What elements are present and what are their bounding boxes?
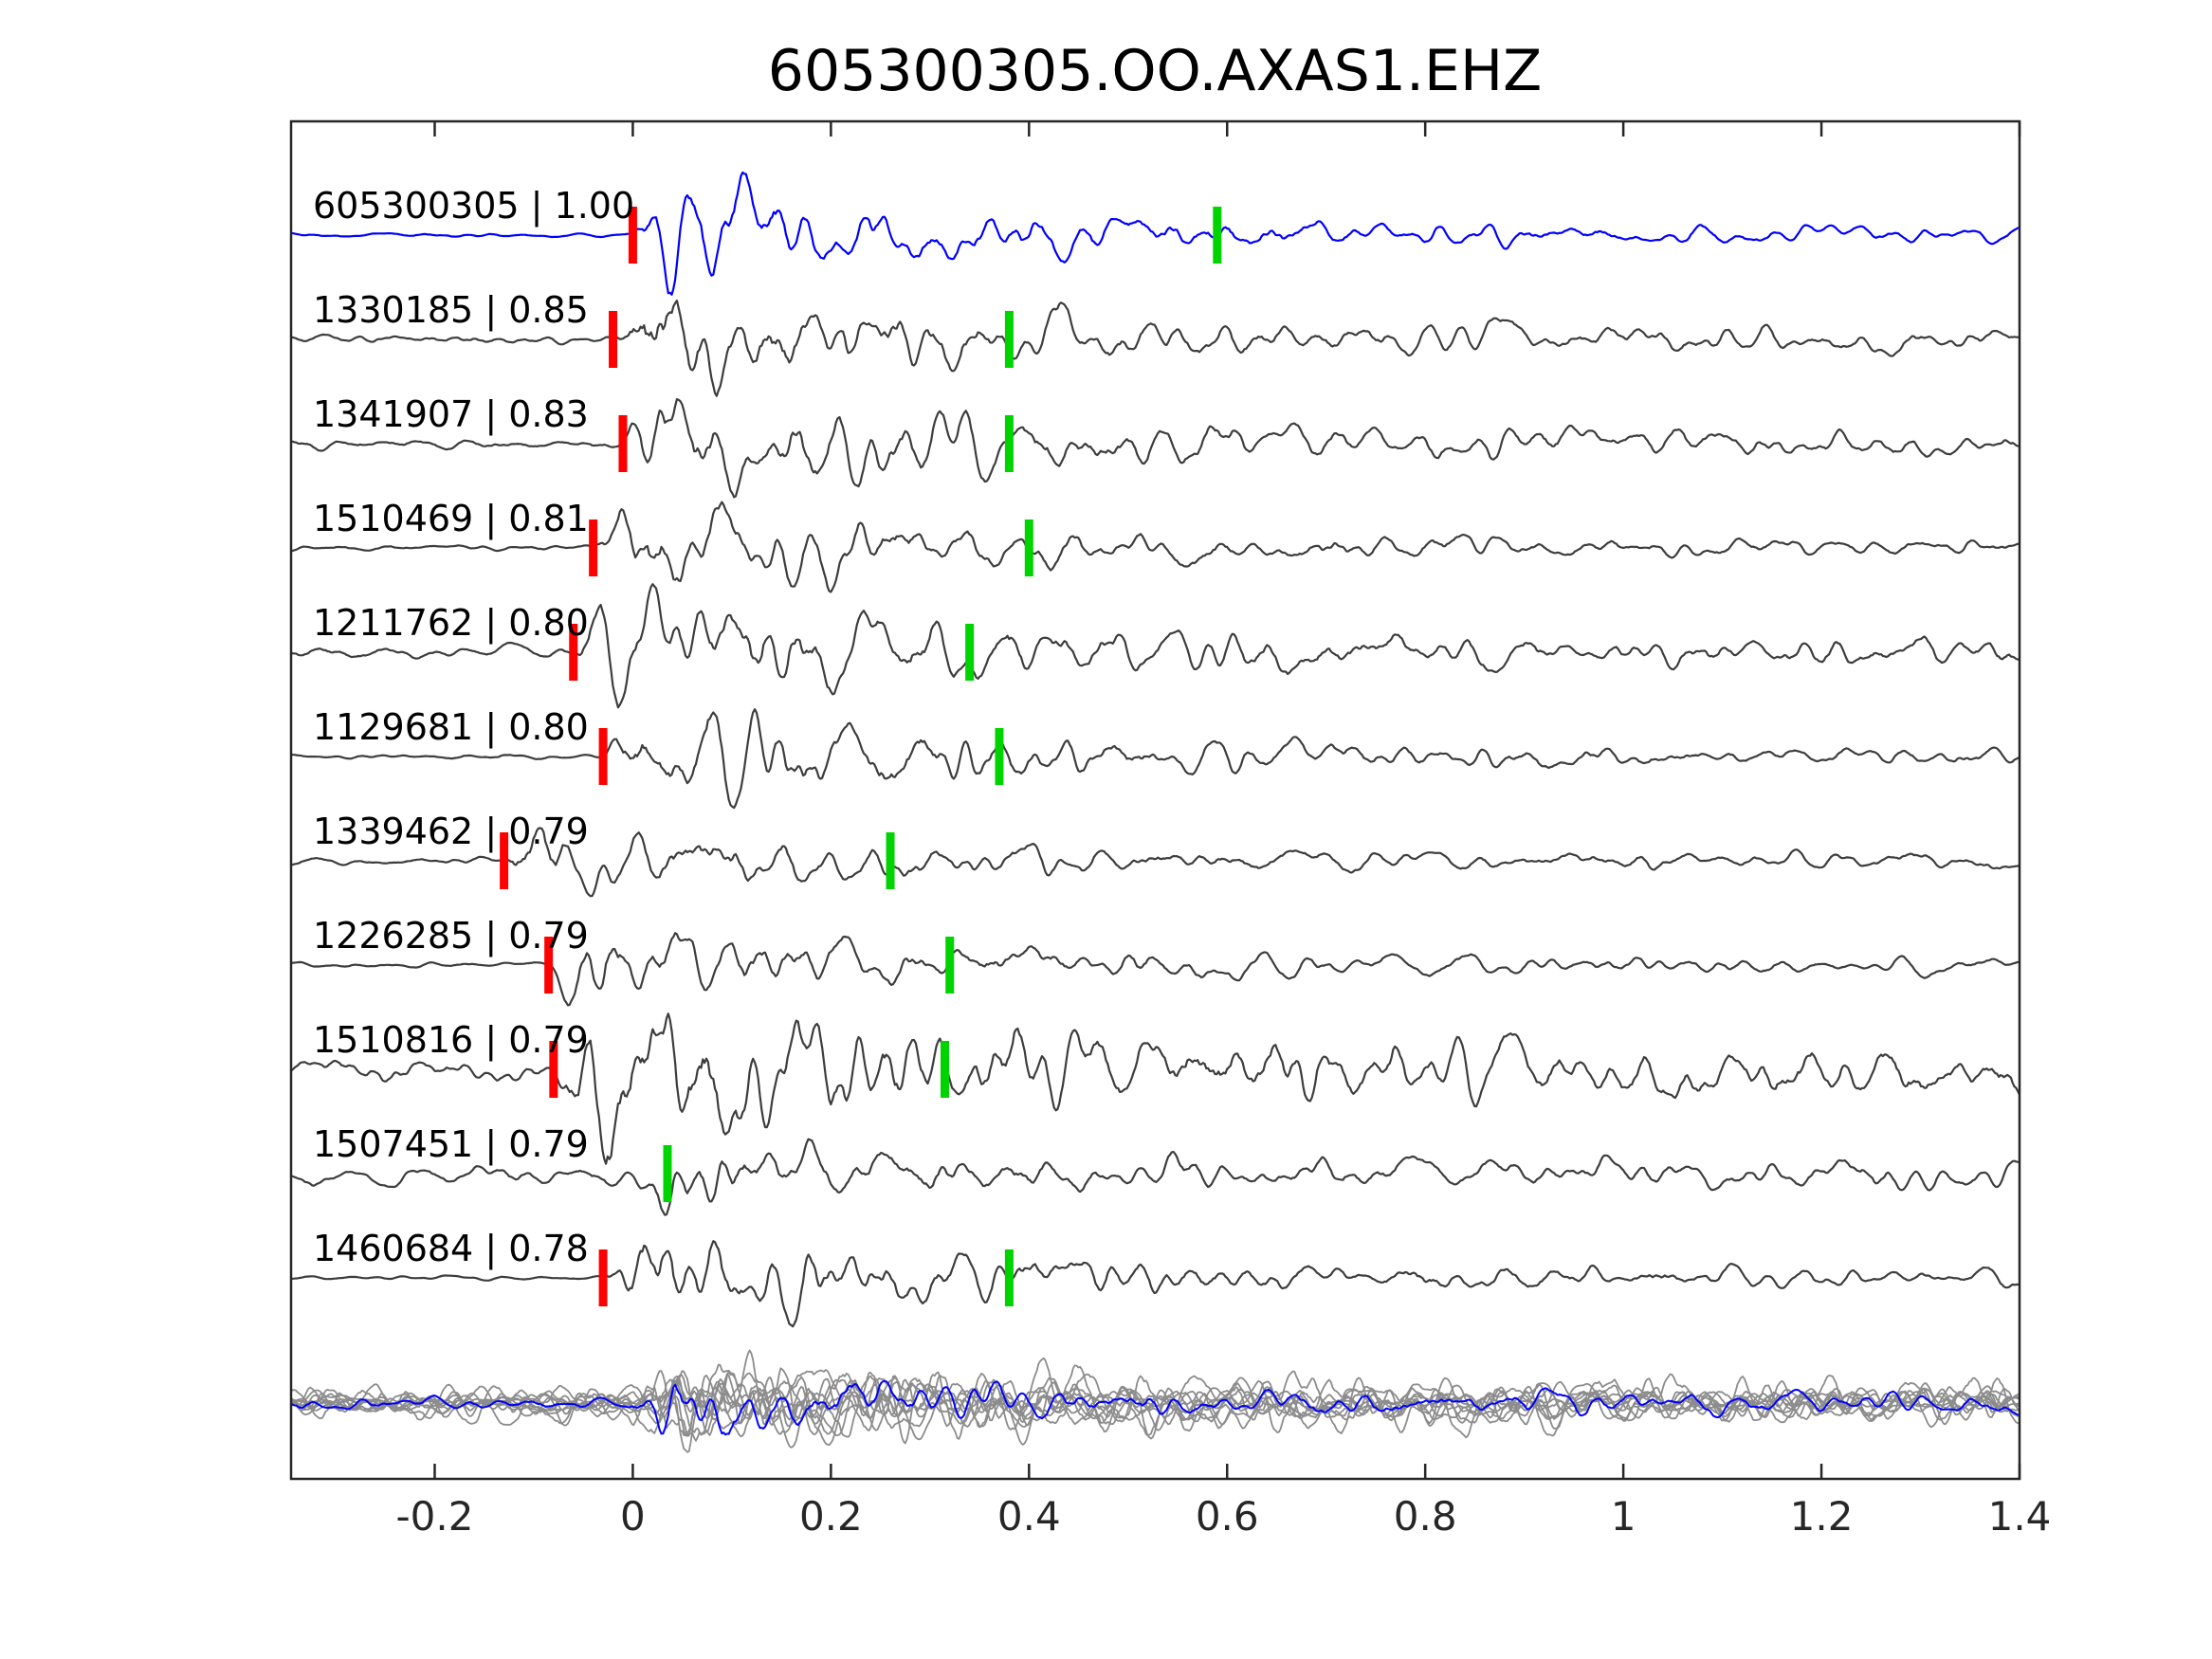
- trace-label: 1507451 | 0.79: [313, 1123, 589, 1166]
- plot-border: [289, 119, 2021, 1481]
- x-tick-label: -0.2: [396, 1493, 474, 1540]
- trace-label: 1129681 | 0.80: [313, 706, 589, 749]
- trace-path: [291, 1012, 2020, 1165]
- trace-path: [291, 1240, 2020, 1328]
- trace-path: [291, 827, 2020, 898]
- stack-trace: [291, 1349, 2020, 1447]
- x-tick-label: 0.2: [799, 1493, 863, 1540]
- trace-path: [291, 932, 2020, 1007]
- trace-label: 1510816 | 0.79: [313, 1019, 589, 1062]
- trace-path: [291, 171, 2020, 296]
- stack-trace: [291, 1370, 2020, 1442]
- traces-layer: [291, 171, 2020, 1453]
- trace-path: [291, 583, 2020, 709]
- x-tick-label: 0.8: [1394, 1493, 1457, 1540]
- trace-label: 1339462 | 0.79: [313, 811, 589, 853]
- x-tick-label: 0.6: [1196, 1493, 1259, 1540]
- trace-path: [291, 1138, 2020, 1216]
- plot-layers: 605300305 | 1.00 1330185 | 0.85 1341907 | …: [289, 119, 2052, 1540]
- trace-label: 1510469 | 0.81: [313, 498, 589, 540]
- figure-title: 605300305.OO.AXAS1.EHZ: [768, 38, 1542, 104]
- x-tick-label: 0.4: [997, 1493, 1061, 1540]
- x-tick-label: 0: [620, 1493, 646, 1540]
- x-tick-label: 1.2: [1790, 1493, 1854, 1540]
- trace-label: 1330185 | 0.85: [313, 289, 589, 332]
- trace-label: 1211762 | 0.80: [313, 602, 589, 645]
- trace-label: 605300305 | 1.00: [313, 185, 634, 228]
- trace-path: [291, 300, 2020, 397]
- trace-label: 1460684 | 0.78: [313, 1228, 589, 1270]
- stack-overlay-trace: [291, 1379, 2020, 1436]
- trace-path: [291, 501, 2020, 593]
- trace-label: 1341907 | 0.83: [313, 393, 589, 436]
- x-tick-label: 1.4: [1988, 1493, 2052, 1540]
- trace-path: [291, 708, 2020, 810]
- x-tick-label: 1: [1611, 1493, 1636, 1540]
- trace-label: 1226285 | 0.79: [313, 915, 589, 957]
- trace-path: [291, 398, 2020, 499]
